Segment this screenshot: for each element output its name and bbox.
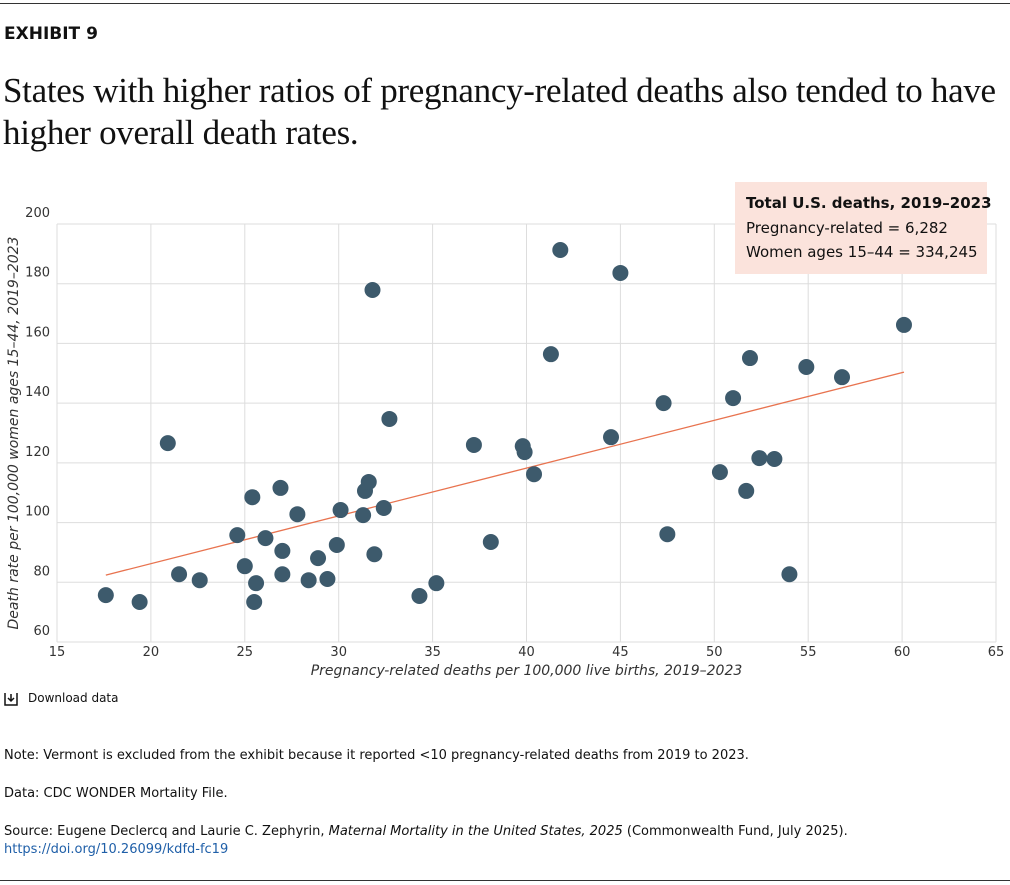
data-point — [319, 571, 336, 588]
download-text[interactable]: Download data — [28, 691, 119, 705]
x-tick-label: 55 — [800, 645, 817, 660]
source-text: (Commonwealth Fund, July 2025). — [622, 824, 848, 839]
data-point — [428, 575, 445, 592]
annotation-line: Pregnancy-related = 6,282 — [746, 219, 948, 237]
download-icon — [4, 693, 18, 706]
x-tick-label: 60 — [894, 645, 911, 660]
page-title: States with higher ratios of pregnancy-r… — [3, 71, 996, 152]
data-point — [246, 593, 263, 610]
data-point — [834, 369, 851, 386]
note: Note: Vermont is excluded from the exhib… — [4, 748, 749, 763]
data-point — [798, 359, 815, 376]
y-axis-label: Death rate per 100,000 women ages 15–44,… — [6, 237, 22, 630]
chart: 60 80 100 120 140 160 180 200 15 20 25 30 35 40 45 50 55… — [6, 182, 1005, 679]
data-point — [542, 346, 559, 363]
x-tick-label: 20 — [143, 645, 160, 660]
source-link[interactable]: https://doi.org/10.26099/kdfd-fc19 — [4, 842, 229, 857]
data-point — [552, 241, 569, 258]
x-tick-label: 35 — [424, 645, 441, 660]
data-point — [766, 450, 783, 467]
x-tick-label: 25 — [237, 645, 254, 660]
top-rule — [0, 3, 1010, 4]
data-point — [274, 566, 291, 583]
data-point — [366, 546, 383, 563]
source-text: Source: Eugene Declercq and Laurie C. Ze… — [4, 824, 329, 839]
data-point — [482, 533, 499, 550]
data-point — [781, 566, 798, 583]
data-point — [612, 264, 629, 281]
data-point — [272, 479, 289, 496]
data-point — [725, 390, 742, 407]
data-point — [248, 575, 265, 592]
data-point — [355, 507, 372, 524]
data-point — [516, 444, 533, 461]
data-point — [328, 536, 345, 553]
data-point — [274, 542, 291, 559]
data-point — [655, 395, 672, 412]
x-tick-label: 30 — [330, 645, 347, 660]
source-title: Maternal Mortality in the United States,… — [328, 824, 623, 839]
x-tick-label: 45 — [612, 645, 629, 660]
y-tick-label: 120 — [25, 445, 50, 460]
data-point — [465, 436, 482, 453]
data-point — [364, 281, 381, 298]
data-point — [289, 506, 306, 523]
data-point — [244, 489, 261, 506]
data-point — [310, 550, 327, 567]
bottom-rule — [0, 880, 1010, 881]
data-point — [381, 410, 398, 427]
data-point — [741, 350, 758, 367]
data-point — [411, 588, 428, 605]
y-tick-label: 100 — [25, 505, 50, 520]
data-point — [375, 499, 392, 516]
data-point — [171, 566, 188, 583]
y-tick-label: 200 — [25, 206, 50, 221]
data-point — [159, 435, 176, 452]
annotation-line: Women ages 15–44 = 334,245 — [746, 243, 978, 261]
y-tick-label: 60 — [33, 624, 50, 639]
data-point — [300, 572, 317, 589]
data-point — [738, 482, 755, 499]
annotation-box — [735, 182, 987, 274]
data-point — [229, 527, 246, 544]
data-point — [751, 450, 768, 467]
data-point — [131, 593, 148, 610]
x-axis-label: Pregnancy-related deaths per 100,000 liv… — [311, 663, 743, 679]
source: Source: Eugene Declercq and Laurie C. Ze… — [4, 823, 848, 859]
data-point — [711, 464, 728, 481]
data-point — [360, 473, 377, 490]
data-point — [332, 502, 349, 519]
y-tick-label: 180 — [25, 266, 50, 281]
trend-line — [105, 371, 905, 576]
exhibit-label: EXHIBIT 9 — [4, 24, 98, 44]
data-point — [257, 530, 274, 547]
data-point — [659, 526, 676, 543]
data-point — [191, 572, 208, 589]
x-tick-label: 50 — [706, 645, 723, 660]
x-tick-label: 15 — [49, 645, 66, 660]
y-tick-label: 160 — [25, 325, 50, 340]
x-tick-label: 65 — [988, 645, 1005, 660]
annotation-title: Total U.S. deaths, 2019–2023 — [746, 194, 992, 212]
x-tick-label: 40 — [518, 645, 535, 660]
data-point — [97, 587, 114, 604]
data-note: Data: CDC WONDER Mortality File. — [4, 786, 228, 801]
download-button[interactable]: Download data — [4, 690, 119, 706]
data-point — [526, 466, 543, 483]
y-tick-label: 140 — [25, 385, 50, 400]
data-point — [895, 316, 912, 333]
data-point — [236, 558, 253, 575]
data-point — [603, 429, 620, 446]
y-tick-label: 80 — [33, 564, 50, 579]
